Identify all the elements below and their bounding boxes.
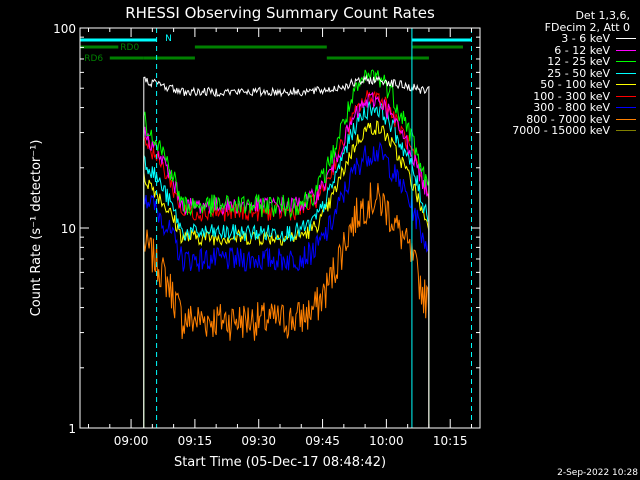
x-tick-label: 09:45 xyxy=(305,434,340,448)
legend-swatch xyxy=(616,107,636,109)
footer-date: 2-Sep-2022 10:28 xyxy=(557,468,638,478)
y-axis: 1 10 100 xyxy=(53,22,480,436)
legend-entry: 25 - 50 keV xyxy=(484,66,636,80)
legend-entry: 12 - 25 keV xyxy=(484,56,636,68)
x-tick-label: 09:00 xyxy=(114,434,149,448)
legend-entry: 7000 - 15000 keV xyxy=(484,125,636,137)
legend-entry: 6 - 12 keV xyxy=(484,43,636,57)
x-tick-label: 10:15 xyxy=(433,434,468,448)
x-tick-label: 10:00 xyxy=(369,434,404,448)
x-tick-label: 09:15 xyxy=(178,434,213,448)
series-line xyxy=(143,91,430,428)
legend-swatch xyxy=(616,72,636,74)
chart-title: RHESSI Observing Summary Count Rates xyxy=(125,4,435,22)
x-axis-label: Start Time (05-Dec-17 08:48:42) xyxy=(174,455,386,470)
series-line xyxy=(143,182,430,428)
flag-bars: N RD0 RD6 xyxy=(80,34,472,64)
legend-header-line-1: Det 1,3,6, xyxy=(575,9,630,22)
legend-header-line-2: FDecim 2, Att 0 xyxy=(544,20,630,34)
series-line xyxy=(143,90,430,428)
y-tick-label: 1 xyxy=(68,422,76,436)
legend-swatch xyxy=(616,130,636,132)
legend-entry: 300 - 800 keV xyxy=(484,102,636,114)
legend-label: 25 - 50 keV xyxy=(547,66,610,80)
flag-label: RD0 xyxy=(120,43,139,53)
legend-swatch xyxy=(616,84,636,86)
legend-swatch xyxy=(616,49,636,51)
x-tick-label: 09:30 xyxy=(241,434,276,448)
y-tick-label: 100 xyxy=(53,22,76,36)
legend-swatch xyxy=(616,95,636,97)
y-axis-label: Count Rate (s⁻¹ detector⁻¹) xyxy=(29,140,44,317)
legend-label: 7000 - 15000 keV xyxy=(512,124,610,137)
series-line xyxy=(143,69,430,428)
legend-label: 100 - 300 keV xyxy=(533,89,610,103)
legend-label: 800 - 7000 keV xyxy=(526,112,610,126)
legend-swatch xyxy=(616,61,636,63)
legend-label: 50 - 100 keV xyxy=(540,78,610,91)
series-line xyxy=(143,101,430,428)
legend: Det 1,3,6, FDecim 2, Att 0 3 - 6 keV 6 - … xyxy=(484,10,636,137)
legend-label: 300 - 800 keV xyxy=(533,101,610,114)
legend-label: 3 - 6 keV xyxy=(561,32,610,45)
legend-entry: 100 - 300 keV xyxy=(484,89,636,103)
legend-entry: 50 - 100 keV xyxy=(484,79,636,91)
series-line xyxy=(143,74,430,428)
legend-swatch xyxy=(616,118,636,120)
flag-label: RD6 xyxy=(84,54,103,64)
x-axis: 09:00 09:15 09:30 09:45 10:00 10:15 xyxy=(88,28,472,448)
series-line xyxy=(143,120,430,428)
legend-entries: 3 - 6 keV 6 - 12 keV 12 - 25 keV 25 - 50 ke… xyxy=(484,33,636,137)
legend-entry: 3 - 6 keV xyxy=(484,33,636,45)
flag-label: N xyxy=(165,34,172,44)
plot-area xyxy=(143,69,430,428)
series-line xyxy=(143,141,430,428)
legend-label: 6 - 12 keV xyxy=(554,43,610,57)
legend-swatch xyxy=(616,38,636,40)
legend-label: 12 - 25 keV xyxy=(547,55,610,68)
y-tick-label: 10 xyxy=(61,222,76,236)
legend-entry: 800 - 7000 keV xyxy=(484,112,636,126)
